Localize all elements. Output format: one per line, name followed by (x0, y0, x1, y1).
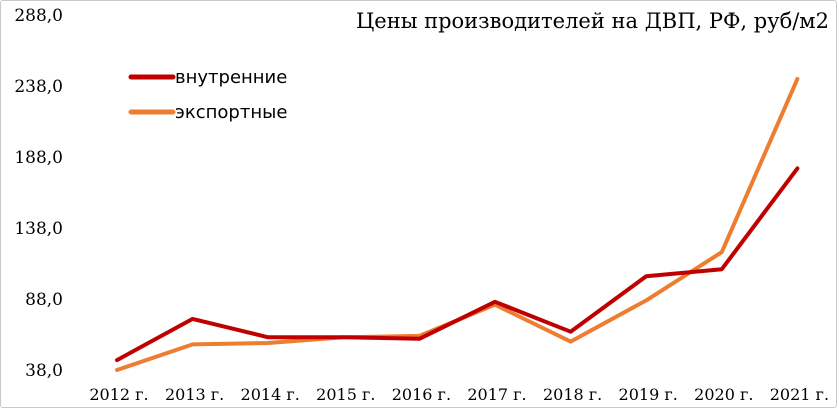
x-tick-label: 2020 г. (694, 385, 753, 404)
x-tick-label: 2019 г. (619, 385, 678, 404)
x-axis-ticks: 2012 г. 2013 г. 2014 г. 2015 г. 2016 г. 2017 … (89, 385, 829, 404)
y-axis-ticks: 38,0 88,0 138,0 188,0 238,0 288,0 (14, 6, 63, 381)
y-tick-label: 138,0 (14, 219, 63, 239)
y-tick-label: 188,0 (14, 148, 63, 168)
x-tick-label: 2013 г. (165, 385, 224, 404)
y-tick-label: 38,0 (25, 361, 63, 381)
x-tick-label: 2021 г. (770, 385, 829, 404)
y-tick-label: 238,0 (14, 77, 63, 97)
x-tick-label: 2017 г. (467, 385, 526, 404)
x-tick-label: 2018 г. (543, 385, 602, 404)
legend-label-vnutrennie: внутренние (175, 67, 287, 88)
chart-title: Цены производителей на ДВП, РФ, руб/м2 (356, 9, 829, 33)
x-tick-label: 2012 г. (89, 385, 148, 404)
x-tick-label: 2015 г. (316, 385, 375, 404)
series-lines (115, 76, 800, 372)
x-tick-label: 2016 г. (392, 385, 451, 404)
x-tick-label: 2014 г. (241, 385, 300, 404)
series-line-vnutrennie (115, 166, 800, 363)
y-tick-label: 288,0 (14, 6, 63, 26)
legend: внутренние экспортные (128, 67, 287, 123)
y-tick-label: 88,0 (25, 290, 63, 310)
legend-label-eksportnye: экспортные (175, 102, 287, 123)
